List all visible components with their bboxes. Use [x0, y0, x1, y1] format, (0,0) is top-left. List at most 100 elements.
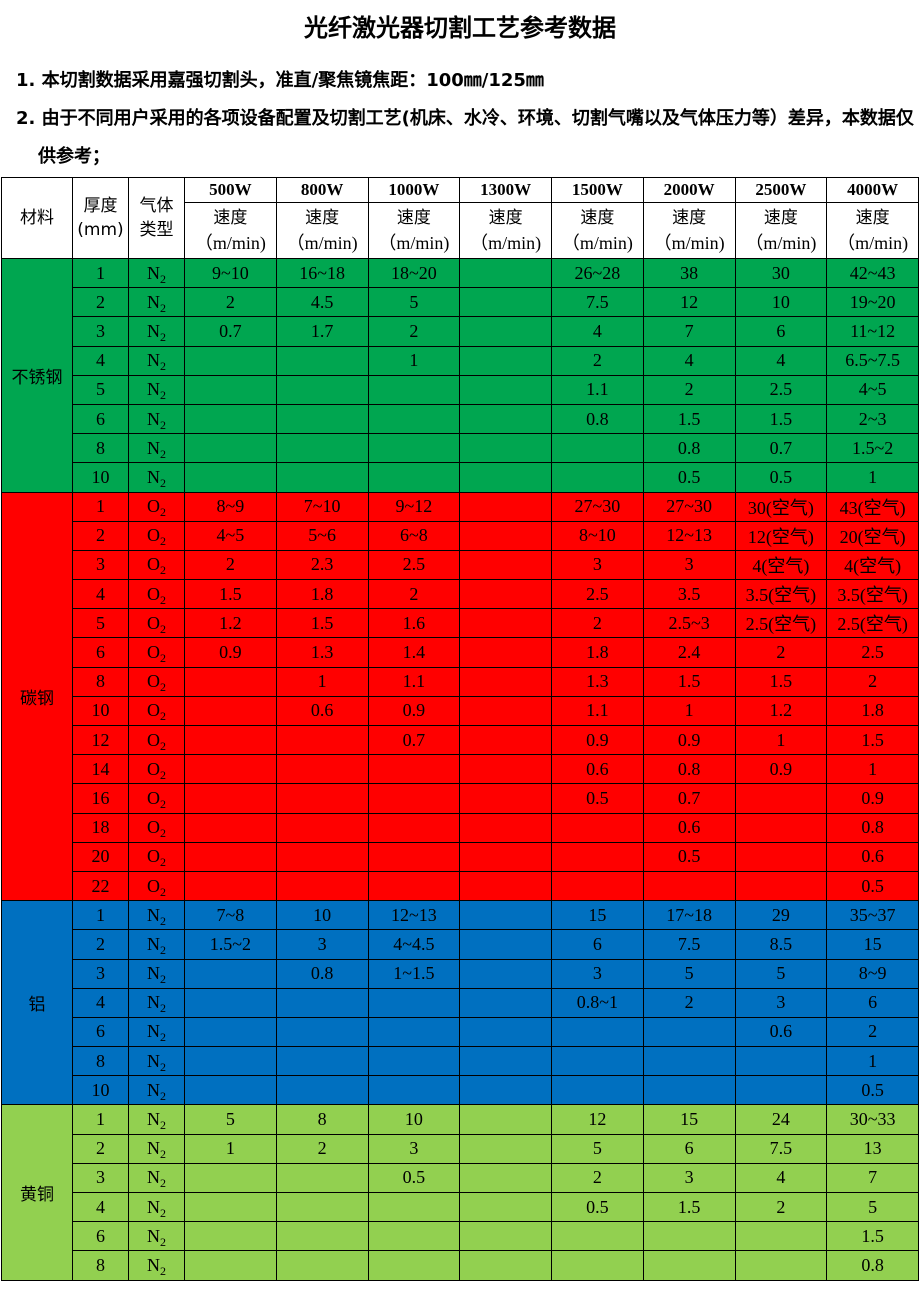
speed-cell: 10 — [275, 900, 369, 931]
speed-label: 速度 — [396, 207, 431, 228]
header-power: 500W — [184, 177, 277, 203]
table-row: 4 N2 0.8~1 2 3 6 — [1, 987, 919, 1018]
gas-cell: N2 — [128, 1221, 185, 1252]
speed-cell: 0.9 — [551, 724, 644, 756]
thickness-cell: 12 — [72, 724, 129, 756]
speed-cell — [184, 403, 277, 435]
speed-cell: 26~28 — [551, 257, 644, 289]
speed-cell: 5 — [642, 958, 736, 989]
thickness-cell: 2 — [72, 929, 129, 960]
table-row: 4 O2 1.5 1.8 2 2.5 3.5 3.5(空气) 3.5(空气) — [1, 579, 919, 610]
gas-cell: O2 — [128, 520, 185, 551]
thickness-cell: 3 — [72, 549, 129, 581]
speed-cell — [184, 695, 277, 727]
speed-cell — [551, 1075, 644, 1106]
speed-cell — [184, 987, 277, 1018]
speed-cell: 1.2 — [734, 695, 828, 727]
speed-cell: 6 — [551, 929, 644, 960]
speed-cell — [551, 462, 644, 493]
speed-cell: 1.5 — [826, 1221, 919, 1252]
speed-cell — [734, 1046, 828, 1077]
speed-cell — [184, 462, 277, 493]
thickness-cell: 4 — [72, 1191, 129, 1223]
table-row: 6 N2 1.5 — [1, 1221, 919, 1252]
speed-cell: 0.5 — [642, 462, 736, 493]
speed-cell: 1.5~2 — [184, 929, 277, 960]
speed-cell: 17~18 — [642, 900, 736, 931]
speed-label: 速度 — [488, 207, 523, 228]
speed-cell — [367, 403, 461, 435]
speed-cell — [367, 1016, 461, 1048]
speed-cell — [275, 841, 369, 872]
gas-cell: O2 — [128, 579, 185, 610]
speed-cell: 1.5 — [734, 666, 828, 697]
thickness-cell: 14 — [72, 754, 129, 785]
gas-cell: N2 — [128, 316, 185, 347]
speed-cell: 0.6 — [734, 1016, 828, 1048]
speed-cell: 4 — [734, 1162, 828, 1194]
gas-cell: O2 — [128, 812, 185, 843]
speed-cell — [367, 433, 461, 464]
header-power: 800W — [275, 177, 369, 203]
speed-cell — [184, 1016, 277, 1048]
header-power: 1500W — [551, 177, 644, 203]
speed-cell — [184, 1046, 277, 1077]
header-speed: 速度 （m/min) — [826, 202, 919, 259]
gas-cell: N2 — [128, 462, 185, 493]
thickness-cell: 16 — [72, 783, 129, 814]
table-row: 14 O2 0.6 0.8 0.9 1 — [1, 754, 919, 785]
thickness-cell: 6 — [72, 1016, 129, 1048]
thickness-cell: 4 — [72, 579, 129, 610]
speed-cell — [275, 374, 369, 405]
speed-cell: 27~30 — [642, 491, 736, 522]
speed-cell: 15 — [826, 929, 919, 960]
speed-cell: 7.5 — [734, 1133, 828, 1164]
header-power: 2000W — [642, 177, 736, 203]
speed-cell — [551, 433, 644, 464]
speed-cell — [184, 812, 277, 843]
speed-cell: 7 — [642, 316, 736, 347]
speed-cell — [459, 257, 552, 289]
thickness-cell: 5 — [72, 374, 129, 405]
thickness-cell: 4 — [72, 987, 129, 1018]
speed-cell: 8 — [275, 1104, 369, 1135]
speed-cell — [184, 724, 277, 756]
speed-cell: 7~10 — [275, 491, 369, 522]
speed-cell: 0.7 — [367, 724, 461, 756]
speed-cell — [184, 754, 277, 785]
header-speed: 速度 （m/min) — [551, 202, 644, 259]
speed-cell: 7 — [826, 1162, 919, 1194]
speed-cell: 0.6 — [642, 812, 736, 843]
speed-cell — [184, 666, 277, 697]
gas-cell: O2 — [128, 783, 185, 814]
speed-cell: 0.5 — [826, 870, 919, 902]
thickness-cell: 1 — [72, 1104, 129, 1135]
speed-cell: 0.8 — [642, 754, 736, 785]
speed-cell: 12 — [642, 287, 736, 318]
header-gas: 气体 类型 — [128, 177, 185, 259]
thickness-cell: 1 — [72, 257, 129, 289]
speed-cell: 1.2 — [184, 608, 277, 639]
speed-cell: 0.7 — [734, 433, 828, 464]
speed-cell: 5 — [367, 287, 461, 318]
speed-cell: 0.7 — [184, 316, 277, 347]
speed-cell — [459, 724, 552, 756]
header-power: 2500W — [734, 177, 828, 203]
speed-cell — [275, 345, 369, 376]
table-row: 8 N2 0.8 0.7 1.5~2 — [1, 433, 919, 464]
table-row: 2 N2 1 2 3 5 6 7.5 13 — [1, 1133, 919, 1164]
speed-label: 速度 — [213, 207, 248, 228]
speed-cell: 3 — [551, 549, 644, 581]
speed-cell: 2 — [184, 287, 277, 318]
gas-cell: O2 — [128, 724, 185, 756]
gas-cell: N2 — [128, 433, 185, 464]
speed-cell: 1.7 — [275, 316, 369, 347]
note-2: 2. 由于不同用户采用的各项设备配置及切割工艺(机床、水冷、环境、切割气嘴以及气… — [16, 100, 916, 176]
speed-cell — [184, 841, 277, 872]
material-cell: 碳钢 — [1, 491, 73, 902]
speed-cell — [367, 1075, 461, 1106]
speed-cell: 2 — [642, 987, 736, 1018]
gas-cell: O2 — [128, 841, 185, 872]
speed-cell: 8.5 — [734, 929, 828, 960]
speed-cell — [459, 462, 552, 493]
